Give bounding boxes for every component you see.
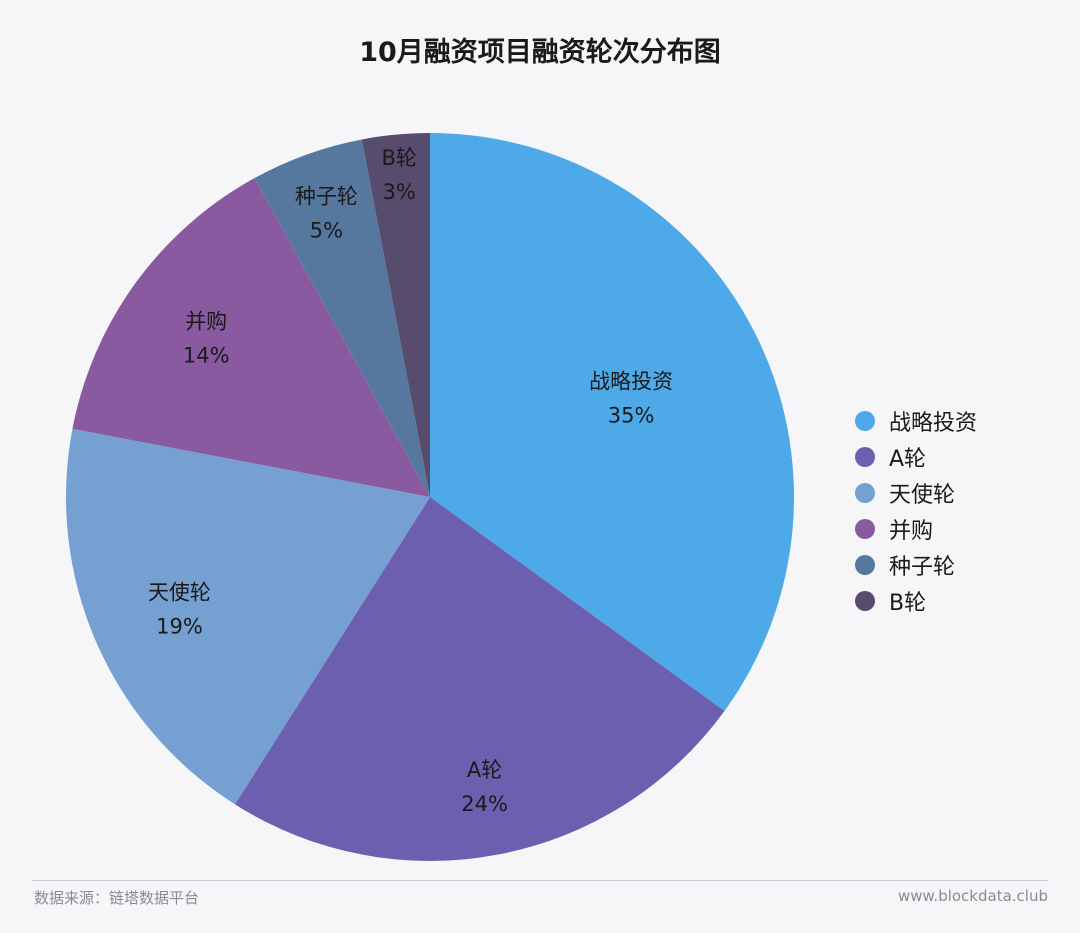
legend-swatch [855, 447, 875, 467]
pie-chart: 战略投资 35% A轮 24% 天使轮 19% 并购 14% 种子轮 5% B轮 3% [65, 133, 794, 862]
slice-label-name-2: A轮 [467, 758, 502, 782]
slice-label-name-6: B轮 [381, 146, 416, 170]
slice-label-value-1: 35% [608, 404, 655, 428]
footer-divider [32, 880, 1048, 881]
slice-label-name-5: 种子轮 [295, 184, 358, 208]
legend-item: A轮 [855, 439, 977, 475]
legend: 战略投资 A轮天使轮并购种子轮 B轮 [855, 403, 977, 619]
legend-label: B轮 [889, 591, 927, 616]
legend-label: 战略投资 [889, 411, 978, 436]
slice-label-value-3: 19% [156, 614, 203, 638]
legend-label: 天使轮 [889, 483, 956, 508]
pie-slices [65, 133, 794, 862]
slice-label-value-5: 5% [310, 218, 343, 242]
slice-label-value-2: 24% [461, 792, 508, 816]
slice-label-value-4: 14% [183, 343, 230, 367]
legend-label: 并购 [889, 519, 934, 544]
pie-slice-4 [72, 178, 430, 498]
legend-item: B轮 [855, 583, 977, 619]
pie-labels: 战略投资 35% A轮 24% 天使轮 19% 并购 14% 种子轮 5% B轮 3% [148, 146, 673, 816]
chart-title: 10月融资项目融资轮次分布图 [359, 37, 721, 68]
legend-swatch [855, 519, 875, 539]
legend-swatch [855, 411, 875, 431]
pie-slice-2 [234, 497, 725, 862]
legend-swatch [855, 555, 875, 575]
legend-item: 并购 [855, 511, 977, 547]
slice-label-name-1: 战略投资 [589, 370, 673, 394]
legend-item: 种子轮 [855, 547, 977, 583]
legend-swatch [855, 483, 875, 503]
legend-swatch [855, 591, 875, 611]
slice-label-value-6: 3% [383, 180, 416, 204]
legend-label: A轮 [889, 447, 927, 472]
pie-slice-5 [254, 139, 430, 497]
pie-slice-1 [430, 133, 794, 711]
website-url: www.blockdata.club [898, 887, 1048, 905]
pie-slice-6 [361, 133, 430, 497]
data-source-note: 数据来源：链塔数据平台 [34, 889, 200, 907]
pie-slice-3 [65, 428, 431, 805]
legend-label: 种子轮 [889, 555, 956, 580]
slice-label-name-3: 天使轮 [148, 580, 211, 604]
slice-label-name-4: 并购 [185, 309, 227, 333]
legend-item: 战略投资 [855, 403, 977, 439]
legend-item: 天使轮 [855, 475, 977, 511]
